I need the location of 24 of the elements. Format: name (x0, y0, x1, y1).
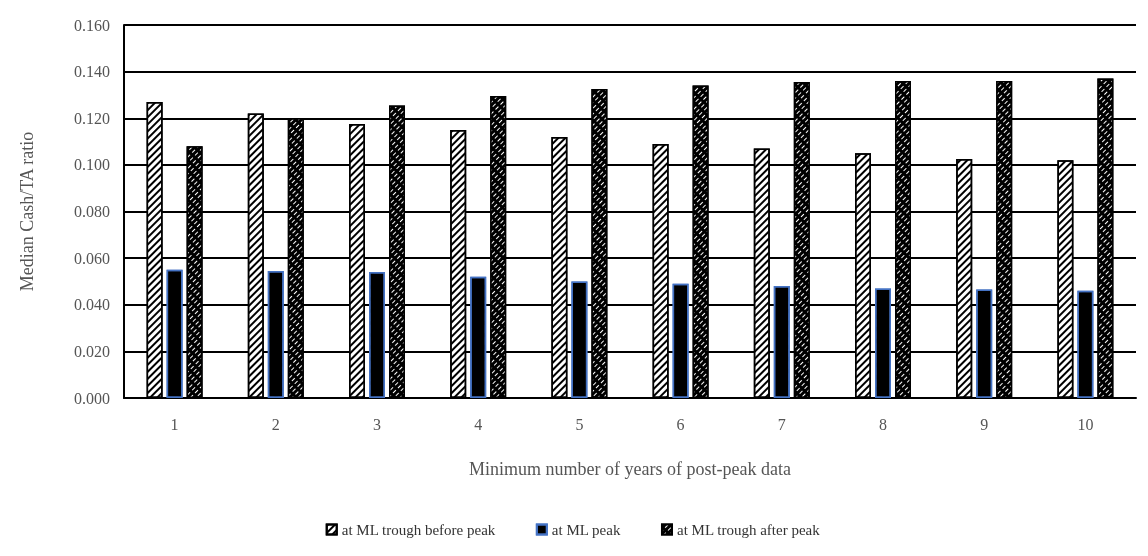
y-tick-label: 0.120 (74, 109, 110, 127)
y-tick-label: 0.100 (74, 156, 110, 174)
legend-label: at ML peak (551, 521, 621, 538)
x-tick-label: 10 (1077, 415, 1094, 433)
y-tick-label: 0.040 (74, 296, 110, 314)
x-tick-label: 5 (575, 415, 584, 433)
legend-label: at ML trough after peak (676, 521, 821, 538)
legend-label: at ML trough before peak (341, 521, 496, 538)
x-tick-label: 9 (980, 415, 989, 433)
x-tick-label: 2 (271, 415, 280, 433)
x-axis-title: Minimum number of years of post-peak data (469, 459, 791, 479)
x-tick-label: 3 (373, 415, 381, 433)
x-tick-label: 8 (879, 415, 887, 433)
y-tick-label: 0.020 (74, 342, 110, 360)
x-tick-label: 6 (676, 415, 685, 433)
y-tick-label: 0.060 (74, 249, 110, 267)
y-tick-label: 0.000 (74, 389, 110, 407)
x-tick-label: 7 (777, 415, 786, 433)
x-tick-label: 4 (474, 415, 483, 433)
y-tick-label: 0.140 (74, 63, 110, 81)
y-axis-title: Median Cash/TA ratio (17, 131, 37, 292)
x-tick-label: 1 (170, 415, 179, 433)
y-tick-label: 0.080 (74, 203, 110, 220)
y-tick-label: 0.160 (74, 16, 110, 34)
